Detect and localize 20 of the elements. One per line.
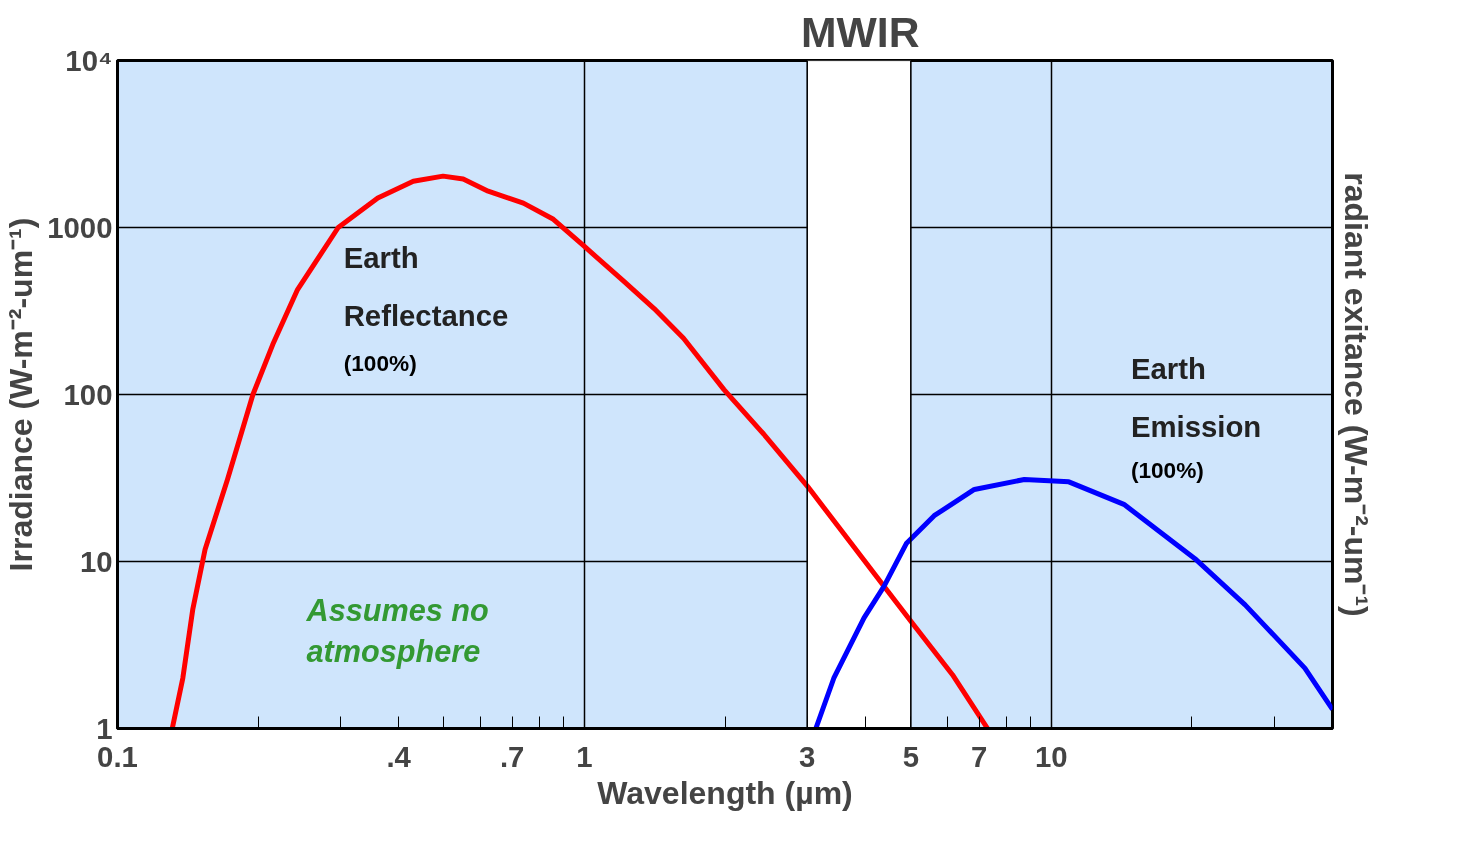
- y-tick-label: 1000: [47, 211, 113, 244]
- annotation: (100%): [1130, 457, 1204, 484]
- y-axis-title: Irradiance (W-m⁻²-um⁻¹): [3, 217, 40, 572]
- x-axis-title: Wavelength (µm): [597, 774, 853, 811]
- y-tick-label: 100: [63, 378, 113, 411]
- band-label: MWIR: [801, 7, 920, 56]
- x-tick-label: 10: [1035, 739, 1068, 773]
- x-tick-label: 7: [970, 739, 988, 773]
- text: Earth Emission: [1130, 351, 1262, 443]
- x-tick-label: 1: [576, 739, 593, 773]
- annotation: (100%): [343, 349, 417, 376]
- x-tick-label: 5: [902, 739, 919, 773]
- y-tick-label: 10: [79, 545, 113, 578]
- annotation: Assumes no atmosphere: [305, 592, 489, 669]
- x-tick-label: .4: [386, 739, 412, 773]
- y2-axis-title: radiant exitance (W-m⁻²-um⁻¹): [1337, 172, 1374, 617]
- y-tick-label: 10⁴: [65, 44, 113, 77]
- series-label: Earth Reflectance: [343, 241, 509, 332]
- x-tick-label: .7: [499, 739, 525, 773]
- x-tick-label: 3: [799, 739, 816, 773]
